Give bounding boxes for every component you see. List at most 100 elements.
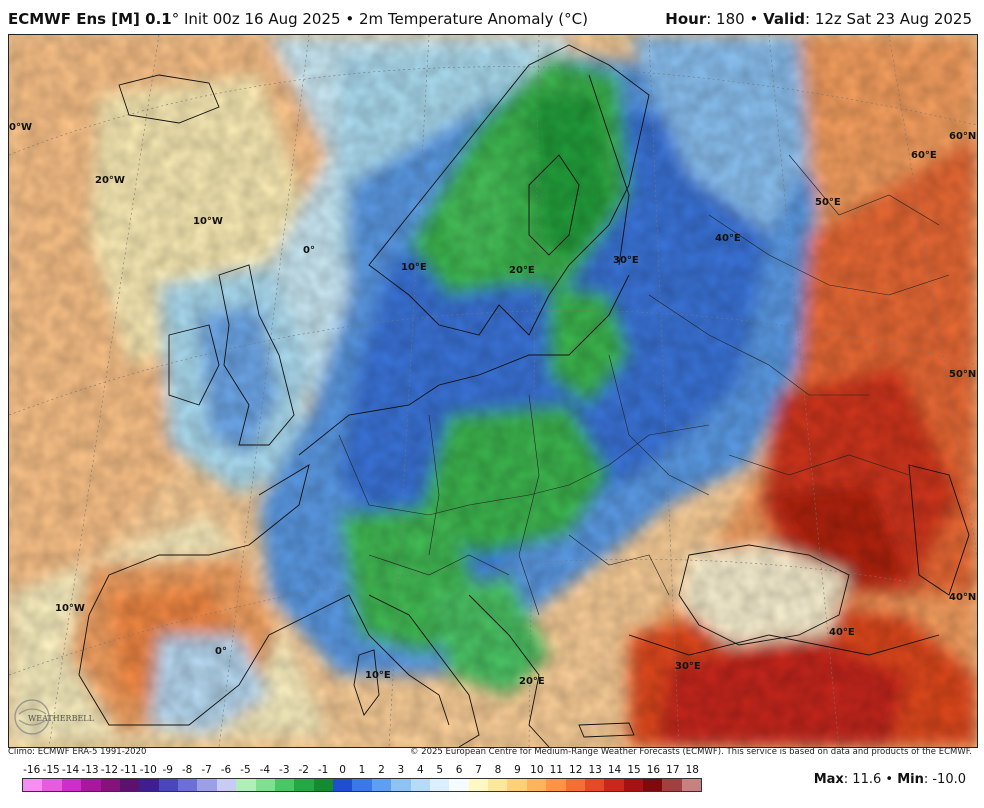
colorbar: -16 -15 -14 -13 -12 -11 -10 -9 -8 -7 -6 -5 -4 -3 -2 -1 0…: [22, 764, 702, 794]
weatherbell-logo: WEATHERBELL: [14, 699, 95, 735]
max-min-readout: Max: 11.6 • Min: -10.0: [813, 772, 966, 787]
lat-label: 40°N: [949, 592, 976, 603]
map-panel: 0°W 20°W 10°W 0° 10°E 20°E 30°E 40°E 50°…: [8, 34, 978, 748]
init-time: Init 00z 16 Aug 2025: [179, 10, 341, 28]
colorbar-tick-label: 3: [397, 764, 405, 776]
colorbar-swatch: [526, 779, 547, 791]
colorbar-swatch: [61, 779, 82, 791]
colorbar-tick-label: 14: [607, 764, 622, 776]
colorbar-tick-label: -3: [279, 764, 290, 776]
lon-label: 50°E: [815, 197, 841, 208]
colorbar-tick-label: -10: [139, 764, 157, 776]
header: ECMWF Ens [M] 0.1° Init 00z 16 Aug 2025 …: [0, 0, 984, 34]
colorbar-swatch: [604, 779, 624, 791]
colorbar-swatch: [352, 779, 372, 791]
colorbar-tick-label: 10: [530, 764, 544, 776]
lon-label: 30°E: [675, 661, 701, 672]
colorbar-tick-label: -4: [259, 764, 271, 776]
lon-label: 30°E: [613, 255, 639, 266]
lon-label: 20°W: [95, 175, 125, 186]
lon-label: 20°E: [509, 265, 535, 276]
copyright-note: © 2025 European Centre for Medium-Range …: [409, 747, 972, 757]
colorbar-swatch: [23, 779, 43, 791]
lon-label: 10°W: [55, 603, 85, 614]
colorbar-swatch: [100, 779, 120, 791]
coastlines: [78, 44, 970, 747]
colorbar-swatch: [197, 779, 217, 791]
colorbar-swatch: [410, 779, 430, 791]
colorbar-tick-label: 8: [494, 764, 502, 776]
colorbar-swatch: [216, 779, 237, 791]
lon-label: 0°: [303, 245, 315, 256]
colorbar-tick-label: 17: [666, 764, 680, 776]
colorbar-tick-label: -6: [220, 764, 232, 776]
colorbar-swatch: [584, 779, 605, 791]
colorbar-tick-label: 9: [514, 764, 521, 776]
colorbar-swatch: [139, 779, 159, 791]
colorbar-swatch: [468, 779, 488, 791]
lat-label: 50°N: [949, 369, 976, 380]
colorbar-tick-label: -2: [298, 764, 309, 776]
colorbar-swatch: [681, 779, 702, 791]
colorbar-tick-label: 1: [358, 764, 366, 776]
lon-label: 60°E: [911, 150, 937, 161]
colorbar-swatch: [333, 779, 353, 791]
min-value: : -10.0: [923, 772, 966, 787]
model-name: ECMWF Ens [M] 0.1: [8, 10, 172, 28]
field-name: 2m Temperature Anomaly (: [358, 10, 565, 28]
colorbar-tick-label: -12: [100, 764, 118, 776]
colorbar-swatch: [565, 779, 585, 791]
colorbar-tick-label: -5: [240, 764, 251, 776]
colorbar-tick-label: -7: [201, 764, 212, 776]
svg-text:WEATHERBELL: WEATHERBELL: [28, 714, 95, 723]
lon-label: 40°E: [715, 233, 741, 244]
colorbar-tick-label: 5: [436, 764, 444, 776]
colorbar-tick-label: -15: [42, 764, 60, 776]
max-value: : 11.6 •: [843, 772, 898, 787]
map-labels: 0°W 20°W 10°W 0° 10°E 20°E 30°E 40°E 50°…: [9, 122, 976, 687]
colorbar-tick-label: 16: [646, 764, 661, 776]
borders: [338, 154, 950, 616]
climo-note: Climo: ECMWF ERA-5 1991-2020: [8, 747, 147, 757]
lon-label: 10°W: [193, 216, 223, 227]
colorbar-swatch: [42, 779, 62, 791]
lon-label: 10°E: [365, 670, 391, 681]
colorbar-tick-label: -16: [23, 764, 41, 776]
lon-label: 0°W: [9, 122, 32, 133]
colorbar-tick-label: 0: [339, 764, 346, 776]
lon-label: 0°: [215, 646, 227, 657]
colorbar-swatch: [507, 779, 527, 791]
colorbar-swatches: [22, 778, 702, 792]
lon-label: 20°E: [519, 676, 545, 687]
graticule: [9, 35, 977, 747]
colorbar-swatch: [488, 779, 508, 791]
colorbar-tick-label: -11: [120, 764, 138, 776]
colorbar-tick-label: 13: [588, 764, 602, 776]
colorbar-swatch: [313, 779, 333, 791]
colorbar-swatch: [662, 779, 682, 791]
colorbar-swatch: [429, 779, 450, 791]
hour-value: : 180 •: [706, 10, 764, 28]
lon-label: 40°E: [829, 627, 855, 638]
colorbar-swatch: [236, 779, 256, 791]
anomaly-map: 0°W 20°W 10°W 0° 10°E 20°E 30°E 40°E 50°…: [9, 35, 977, 747]
colorbar-swatch: [178, 779, 198, 791]
unit: °C: [564, 10, 583, 28]
colorbar-swatch: [623, 779, 643, 791]
colorbar-swatch: [255, 779, 275, 791]
colorbar-swatch: [449, 779, 469, 791]
valid-time: Hour: 180 • Valid: 12z Sat 23 Aug 2025: [665, 10, 972, 28]
colorbar-swatch: [643, 779, 663, 791]
chart-title: ECMWF Ens [M] 0.1° Init 00z 16 Aug 2025 …: [8, 10, 588, 28]
colorbar-tick-label: -13: [81, 764, 99, 776]
lat-label: 60°N: [949, 131, 976, 142]
colorbar-tick-label: 7: [475, 764, 482, 776]
colorbar-tick-label: 15: [627, 764, 641, 776]
valid-value: : 12z Sat 23 Aug 2025: [805, 10, 972, 28]
colorbar-swatch: [294, 779, 314, 791]
colorbar-tick-label: 11: [549, 764, 563, 776]
colorbar-tick-label: 4: [416, 764, 424, 776]
colorbar-tick-label: -8: [181, 764, 193, 776]
colorbar-swatch: [81, 779, 101, 791]
colorbar-tick-label: -1: [317, 764, 329, 776]
